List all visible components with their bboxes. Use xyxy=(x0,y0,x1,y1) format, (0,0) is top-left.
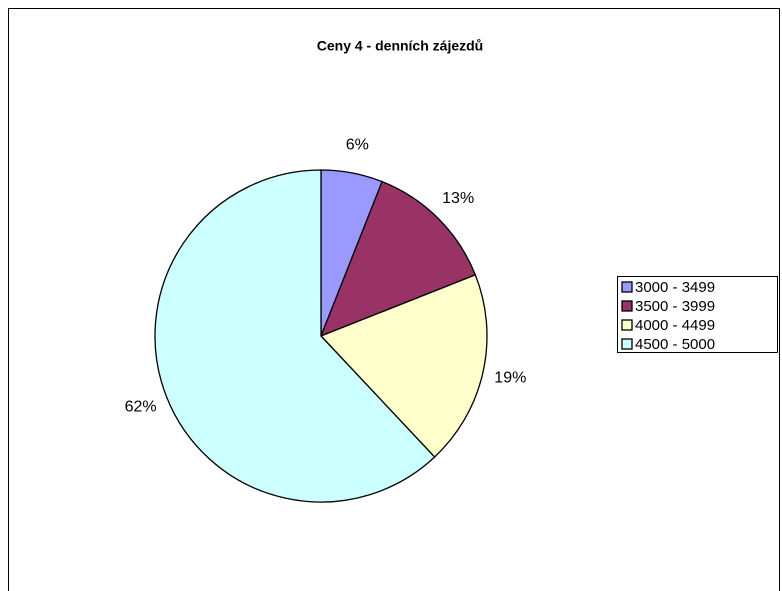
data-label: 62% xyxy=(125,399,157,416)
pie-slice xyxy=(319,274,488,458)
data-label: 13% xyxy=(442,190,474,207)
pie-slice xyxy=(319,180,477,338)
pie-slice xyxy=(154,169,436,503)
chart-title: Ceny 4 - denních zájezdů xyxy=(317,38,483,54)
legend-label: 4000 - 4499 xyxy=(635,317,715,334)
data-label: 6% xyxy=(346,137,369,154)
legend-swatch xyxy=(621,300,633,312)
legend-swatch xyxy=(621,338,633,350)
legend-label: 4500 - 5000 xyxy=(635,336,715,353)
legend-swatch xyxy=(621,281,633,293)
legend-label: 3000 - 3499 xyxy=(635,279,715,296)
legend-swatch xyxy=(621,319,633,331)
legend-box xyxy=(617,276,778,353)
data-label: 19% xyxy=(494,370,526,387)
legend-label: 3500 - 3999 xyxy=(635,298,715,315)
